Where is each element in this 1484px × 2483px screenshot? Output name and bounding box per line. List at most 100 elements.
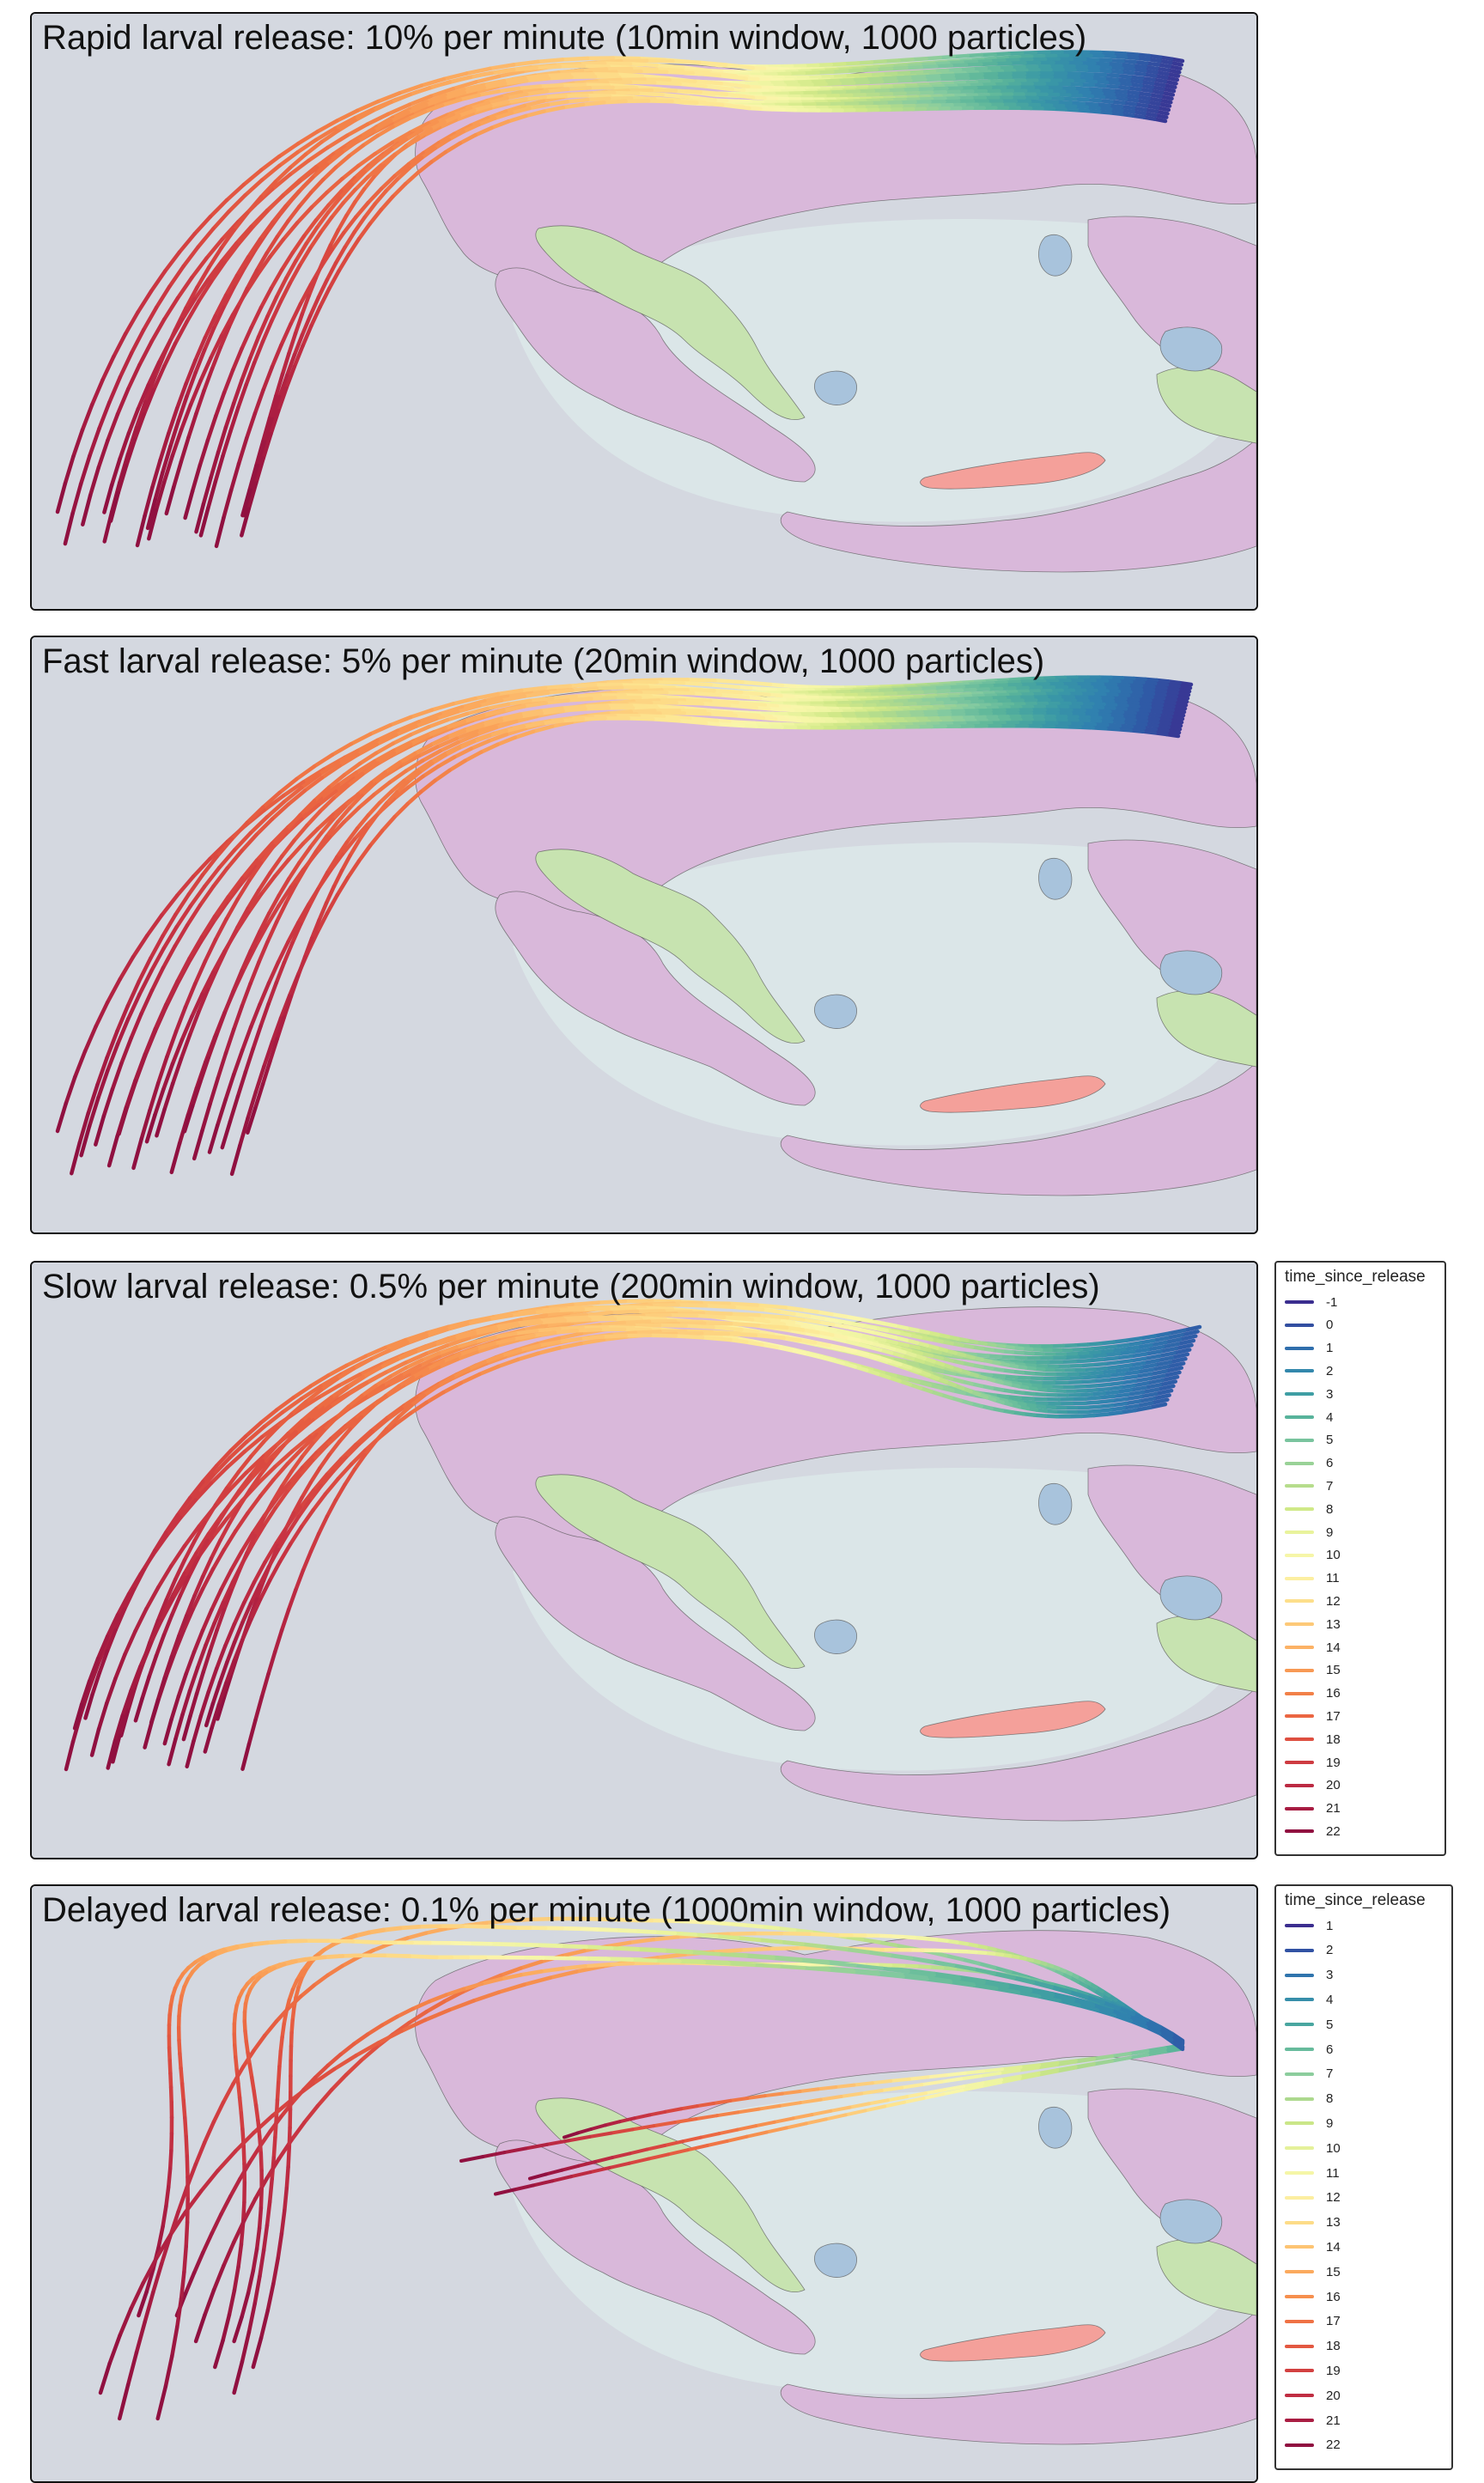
panel-title-rapid: Rapid larval release: 10% per minute (10… [42, 19, 1086, 58]
legend-entry: 18 [1285, 1731, 1341, 1748]
legend-entry: 0 [1285, 1317, 1333, 1334]
map-plot-rapid [32, 14, 1256, 609]
legend-swatch [1285, 1484, 1314, 1488]
legend-label: -1 [1326, 1295, 1337, 1310]
legend-swatch [1285, 2097, 1314, 2101]
legend-label: 19 [1326, 2364, 1341, 2378]
legend-entry: 7 [1285, 1477, 1333, 1494]
legend-title: time_since_release [1285, 1891, 1426, 1910]
legend-swatch [1285, 1974, 1314, 1977]
legend-entry: 5 [1285, 1432, 1333, 1449]
legend-swatch [1285, 2072, 1314, 2076]
legend-swatch [1285, 2270, 1314, 2273]
legend-swatch [1285, 2369, 1314, 2372]
legend-swatch [1285, 1347, 1314, 1350]
legend-swatch [1285, 1924, 1314, 1927]
legend-swatch [1285, 2221, 1314, 2224]
reef-blue-1 [1039, 858, 1072, 899]
legend-entry: 17 [1285, 2313, 1341, 2330]
legend-swatch [1285, 1415, 1314, 1419]
legend-label: 5 [1326, 1433, 1333, 1447]
legend-entry: 1 [1285, 1917, 1333, 1934]
legend-label: 14 [1326, 1640, 1341, 1655]
legend-label: 3 [1326, 1387, 1333, 1402]
legend-swatch [1285, 2146, 1314, 2150]
legend-swatch [1285, 2443, 1314, 2447]
legend-entry: 19 [1285, 2362, 1341, 2379]
legend-entry: 14 [1285, 2238, 1341, 2255]
legend-entry: 3 [1285, 1385, 1333, 1403]
legend-entry: 22 [1285, 1823, 1341, 1840]
legend-entry: 9 [1285, 2115, 1333, 2132]
legend-label: 8 [1326, 1502, 1333, 1517]
legend-label: 12 [1326, 2190, 1341, 2205]
legend-entry: 21 [1285, 1800, 1341, 1817]
legend-swatch [1285, 1669, 1314, 1672]
legend-title: time_since_release [1285, 1268, 1426, 1287]
legend-label: 16 [1326, 2290, 1341, 2304]
legend-label: 6 [1326, 1456, 1333, 1470]
legend-swatch [1285, 2171, 1314, 2175]
legend-label: 8 [1326, 2091, 1333, 2106]
legend-label: 19 [1326, 1756, 1341, 1770]
legend-entry: 20 [1285, 1777, 1341, 1794]
legend-swatch [1285, 1507, 1314, 1511]
legend-swatch [1285, 1622, 1314, 1626]
legend-entry: 6 [1285, 1455, 1333, 1472]
legend-label: 14 [1326, 2240, 1341, 2255]
legend-label: 21 [1326, 2413, 1341, 2428]
map-panel-fast: Fast larval release: 5% per minute (20mi… [30, 636, 1258, 1234]
legend-swatch [1285, 1531, 1314, 1534]
legend-label: 17 [1326, 2314, 1341, 2328]
reef-blue-1 [1039, 234, 1072, 276]
legend-label: 18 [1326, 1732, 1341, 1747]
legend-entry: 16 [1285, 2288, 1341, 2305]
legend-swatch [1285, 1692, 1314, 1695]
legend-entry: 11 [1285, 2164, 1340, 2182]
map-plot-slow [32, 1263, 1256, 1858]
map-panel-delayed: Delayed larval release: 0.1% per minute … [30, 1884, 1258, 2483]
legend-label: 4 [1326, 1993, 1333, 2007]
legend-entry: 12 [1285, 2189, 1341, 2206]
map-plot-fast [32, 637, 1256, 1232]
legend-label: 21 [1326, 1801, 1341, 1816]
legend-swatch [1285, 2419, 1314, 2422]
legend-entry: 9 [1285, 1524, 1333, 1541]
legend-label: 22 [1326, 1824, 1341, 1839]
legend-entry: 2 [1285, 1362, 1333, 1379]
legend-label: 16 [1326, 1686, 1341, 1701]
legend-entry: 20 [1285, 2387, 1341, 2404]
legend-swatch [1285, 1714, 1314, 1718]
legend-label: 1 [1326, 1341, 1333, 1355]
legend-entry: 5 [1285, 2016, 1333, 2033]
legend-swatch [1285, 1462, 1314, 1465]
legend-entry: 16 [1285, 1685, 1341, 1702]
legend-entry: 10 [1285, 1547, 1341, 1564]
legend-entry: 14 [1285, 1639, 1341, 1656]
legend-entry: 4 [1285, 1409, 1333, 1426]
legend-label: 9 [1326, 2116, 1333, 2131]
legend-entry: 10 [1285, 2139, 1341, 2157]
legend-entry: 4 [1285, 1991, 1333, 2008]
legend-swatch [1285, 1554, 1314, 1557]
legend-label: 18 [1326, 2339, 1341, 2353]
legend-label: 11 [1326, 1571, 1340, 1585]
legend-label: 15 [1326, 2265, 1341, 2279]
legend-entry: 15 [1285, 2263, 1341, 2280]
legend-swatch [1285, 1737, 1314, 1741]
legend-label: 7 [1326, 1479, 1333, 1494]
legend-swatch [1285, 2320, 1314, 2323]
legend-entry: 12 [1285, 1592, 1341, 1610]
legend-label: 20 [1326, 1778, 1341, 1792]
legend-swatch [1285, 1369, 1314, 1372]
legend-label: 0 [1326, 1318, 1333, 1332]
legend-label: 10 [1326, 2141, 1341, 2156]
legend-swatch [1285, 2048, 1314, 2051]
panel-title-slow: Slow larval release: 0.5% per minute (20… [42, 1268, 1100, 1306]
map-panel-slow: Slow larval release: 0.5% per minute (20… [30, 1261, 1258, 1859]
legend-swatch [1285, 1300, 1314, 1304]
legend-entry: 22 [1285, 2437, 1341, 2454]
legend-swatch [1285, 2023, 1314, 2026]
legend-swatch [1285, 2245, 1314, 2249]
